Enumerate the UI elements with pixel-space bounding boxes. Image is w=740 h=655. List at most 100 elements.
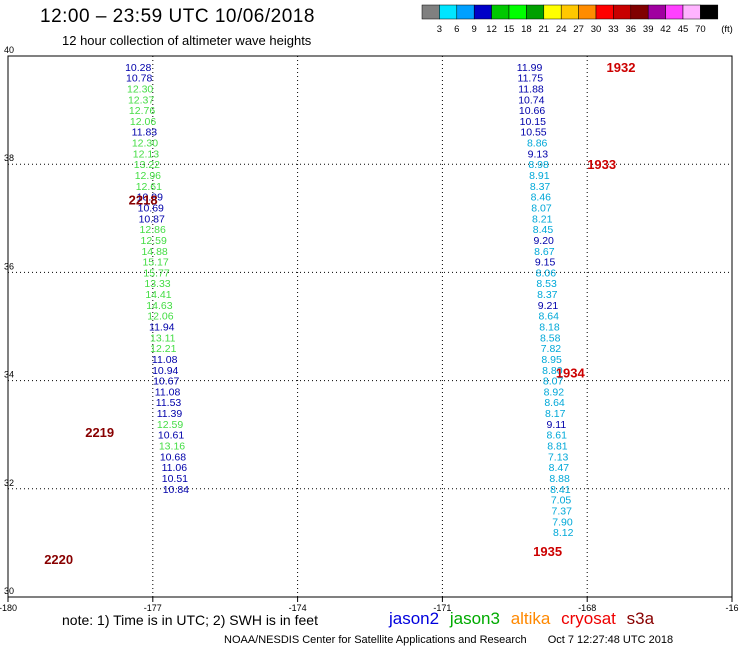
wave-height-value: 7.82	[541, 343, 562, 355]
wave-height-value: 12.96	[135, 170, 161, 182]
wave-height-value: 8.91	[529, 170, 550, 182]
wave-height-value: 8.06	[536, 267, 557, 279]
wave-height-value: 10.66	[519, 105, 545, 117]
wave-height-value: 10.74	[518, 94, 544, 106]
wave-height-value: 12.61	[136, 181, 162, 193]
wave-height-value: 10.28	[125, 62, 151, 74]
legend-jason3: jason3	[449, 609, 500, 628]
lat-label: 36	[4, 261, 14, 271]
lat-label: 38	[4, 153, 14, 163]
wave-height-value: 14.41	[145, 289, 171, 301]
legend-altika: altika	[510, 609, 551, 628]
scale-label: 3	[437, 24, 442, 35]
wave-height-value: 10.15	[520, 116, 546, 128]
lon-label: -180	[0, 603, 17, 613]
wave-height-value: 10.78	[126, 73, 152, 85]
wave-height-value: 12.21	[150, 343, 176, 355]
wave-height-value: 8.88	[549, 473, 570, 485]
footer: NOAA/NESDIS Center for Satellite Applica…	[224, 634, 673, 646]
pass-time-label: 2219	[85, 425, 114, 440]
wave-height-value: 8.64	[539, 311, 560, 323]
wave-height-value: 11.39	[157, 408, 183, 420]
wave-height-value: 9.13	[528, 148, 549, 160]
wave-height-value: 11.75	[518, 73, 544, 85]
legend-jason2: jason2	[389, 609, 440, 628]
wave-height-value: 7.90	[552, 516, 573, 528]
wave-height-value: 8.67	[534, 246, 555, 258]
lon-label: -171	[433, 603, 451, 613]
wave-height-value: 15.17	[142, 257, 168, 269]
chart-subtitle: 12 hour collection of altimeter wave hei…	[62, 33, 312, 48]
wave-height-value: 11.53	[156, 397, 182, 409]
wave-height-value: 13.22	[134, 159, 160, 171]
scale-label: 33	[608, 24, 619, 35]
wave-height-value: 9.15	[535, 257, 556, 269]
wave-height-value: 11.08	[155, 386, 181, 398]
wave-height-value: 10.94	[152, 365, 178, 377]
scale-label: 30	[591, 24, 602, 35]
wave-height-value: 12.06	[130, 116, 156, 128]
wave-height-value: 12.13	[133, 148, 159, 160]
wave-height-value: 10.84	[163, 484, 189, 496]
wave-height-value: 8.12	[553, 527, 574, 539]
scale-label: 45	[678, 24, 689, 35]
wave-height-value: 13.16	[159, 441, 185, 453]
scale-label: 39	[643, 24, 654, 35]
wave-height-value: 7.13	[548, 451, 569, 463]
color-scale-bar: 3 6 9 12 15 18 21 24 27 30 33 36 39 42 45 70 (ft)	[0, 0, 740, 40]
scale-label: 24	[556, 24, 567, 35]
wave-height-value: 12.30	[132, 138, 158, 150]
scale-label: 42	[660, 24, 671, 35]
wave-height-value: 11.06	[162, 462, 188, 474]
footer-timestamp: Oct 7 12:27:48 UTC 2018	[547, 634, 674, 646]
scale-label: 18	[521, 24, 532, 35]
wave-height-value: 11.08	[152, 354, 178, 366]
wave-height-value: 8.37	[537, 289, 558, 301]
pass-time-label: 2218	[129, 192, 158, 207]
wave-height-value: 7.37	[552, 505, 573, 517]
pass-time-label: 2220	[44, 552, 73, 567]
map-frame	[7, 55, 733, 598]
pass-time-label: 1933	[587, 157, 616, 172]
wave-height-value: 8.21	[532, 213, 553, 225]
scale-label: 27	[573, 24, 584, 35]
scale-label: 70	[695, 24, 706, 35]
lat-label: 30	[4, 586, 14, 596]
wave-height-value: 10.87	[139, 213, 165, 225]
wave-height-value: 8.41	[550, 484, 571, 496]
wave-height-value: 8.92	[544, 386, 565, 398]
wave-height-value: 9.21	[538, 300, 559, 312]
wave-height-value: 8.95	[541, 354, 562, 366]
wave-height-value: 8.53	[536, 278, 557, 290]
wave-height-value: 8.07	[531, 202, 552, 214]
wave-height-value: 12.76	[129, 105, 155, 117]
wave-height-value: 8.58	[540, 332, 561, 344]
wave-height-value: 12.06	[147, 311, 173, 323]
wave-height-value: 10.69	[138, 202, 164, 214]
wave-height-value: 12.59	[157, 419, 183, 431]
satellite-legend: jason2 jason3 altika cryosat s3a	[389, 609, 660, 629]
wave-height-value: 8.18	[539, 322, 560, 334]
wave-height-value: 10.99	[137, 192, 163, 204]
wave-height-value: 11.83	[132, 127, 158, 139]
wave-height-value: 12.30	[127, 83, 153, 95]
scale-unit: (ft)	[721, 24, 733, 35]
wave-height-value: 14.63	[146, 300, 172, 312]
wave-height-value: 11.94	[149, 322, 175, 334]
pass-time-label: 1934	[556, 365, 586, 380]
wave-height-value: 8.47	[549, 462, 570, 474]
wave-height-value: 8.61	[546, 430, 567, 442]
wave-height-value: 8.46	[531, 192, 552, 204]
chart-title: 12:00 – 23:59 UTC 10/06/2018	[40, 6, 315, 27]
units-note: note: 1) Time is in UTC; 2) SWH is in fe…	[62, 612, 318, 628]
wave-height-value: 8.64	[544, 397, 565, 409]
wave-height-value: 9.11	[547, 419, 567, 431]
wave-height-value: 15.77	[143, 267, 169, 279]
lon-label: -16	[725, 603, 738, 613]
scale-label: 9	[472, 24, 477, 35]
lon-label: -168	[578, 603, 596, 613]
wave-height-value: 7.05	[551, 495, 572, 507]
pass-time-label: 1932	[607, 60, 636, 75]
legend-cryosat: cryosat	[561, 609, 616, 628]
